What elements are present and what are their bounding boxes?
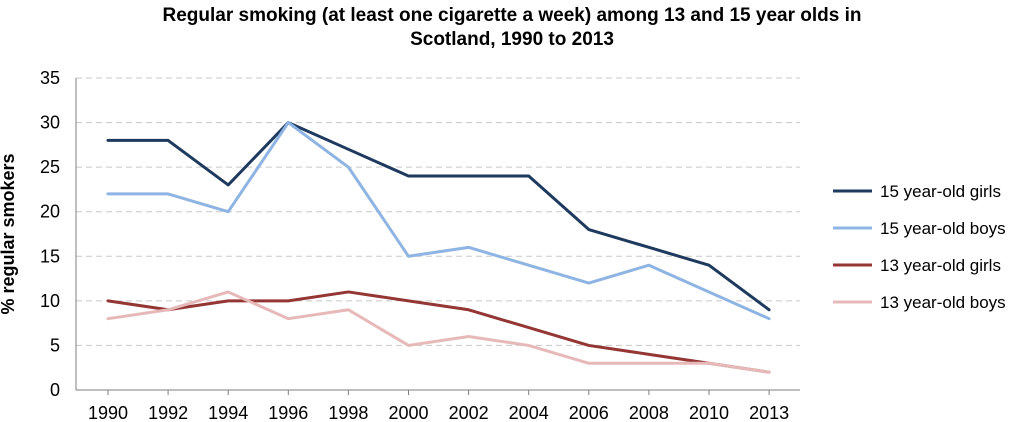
x-tick-label: 1992 [148, 403, 188, 422]
series-line [106, 290, 771, 374]
y-tick-label: 30 [40, 113, 60, 133]
x-tick-label: 1990 [88, 403, 128, 422]
legend: 15 year-old girls 15 year-old boys 13 year… [833, 182, 1006, 312]
y-tick-labels: 0 5 10 15 20 25 30 35 [40, 68, 60, 400]
legend-label: 15 year-old boys [880, 219, 1006, 238]
x-tick-label: 1998 [328, 403, 368, 422]
x-tick-label: 2010 [689, 403, 729, 422]
y-tick-label: 25 [40, 157, 60, 177]
series-lines [106, 121, 771, 374]
chart-title-line-2: Scotland, 1990 to 2013 [410, 29, 614, 50]
y-axis-label: % regular smokers [0, 153, 18, 314]
y-tick-label: 0 [50, 380, 60, 400]
x-tick-label: 2004 [509, 403, 549, 422]
chart-title-line-1: Regular smoking (at least one cigarette … [162, 5, 862, 26]
series-line [106, 290, 771, 374]
legend-label: 13 year-old boys [880, 293, 1006, 312]
x-tick-label: 2013 [749, 403, 789, 422]
y-tick-label: 5 [50, 335, 60, 355]
x-tick-label: 2000 [388, 403, 428, 422]
legend-label: 13 year-old girls [880, 256, 1001, 275]
series-line [106, 121, 771, 312]
legend-label: 15 year-old girls [880, 182, 1001, 201]
series-line [106, 121, 771, 321]
chart-title: Regular smoking (at least one cigarette … [0, 4, 1024, 52]
y-tick-label: 15 [40, 246, 60, 266]
x-tick-labels: 1990 1992 1994 1996 1998 2000 2002 2004 2006 2008… [88, 403, 789, 422]
axes [75, 78, 800, 395]
x-tick-label: 1996 [268, 403, 308, 422]
y-tick-label: 20 [40, 202, 60, 222]
x-tick-label: 1994 [208, 403, 248, 422]
x-tick-label: 2006 [569, 403, 609, 422]
y-tick-label: 10 [40, 291, 60, 311]
y-tick-label: 35 [40, 68, 60, 88]
x-tick-label: 2008 [629, 403, 669, 422]
x-tick-label: 2002 [449, 403, 489, 422]
